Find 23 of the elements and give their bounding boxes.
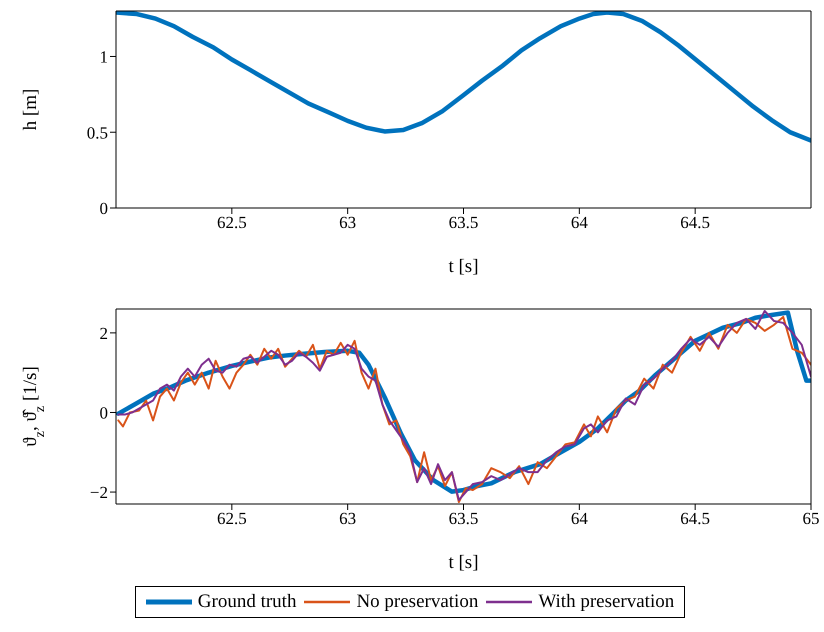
- legend-label: With preservation: [538, 591, 674, 613]
- x-tick-label: 64.5: [680, 213, 710, 232]
- y-tick-label: −2: [90, 483, 108, 502]
- y-axis-title: h [m]: [20, 88, 41, 130]
- x-tick-label: 63.5: [448, 213, 478, 232]
- x-tick-label: 63.5: [448, 509, 478, 528]
- x-tick-label: 64: [570, 213, 588, 232]
- y-tick-label: 0: [100, 404, 108, 423]
- x-tick-label: 64.5: [680, 509, 710, 528]
- x-tick-label: 63: [339, 509, 356, 528]
- x-tick-label: 64: [570, 509, 588, 528]
- y-tick-label: 0.5: [86, 123, 108, 142]
- y-tick-label: 0: [100, 199, 108, 218]
- legend-label: No preservation: [356, 591, 478, 613]
- x-axis-title: t [s]: [448, 256, 479, 277]
- y-tick-label: 1: [100, 47, 108, 66]
- y-tick-label: 2: [100, 324, 108, 343]
- x-tick-label: 63: [339, 213, 356, 232]
- legend-label: Ground truth: [198, 591, 296, 613]
- x-tick-label: 62.5: [216, 509, 247, 528]
- x-tick-label: 62.5: [216, 213, 247, 232]
- x-axis-title: t [s]: [448, 552, 479, 573]
- x-tick-label: 65: [802, 509, 820, 528]
